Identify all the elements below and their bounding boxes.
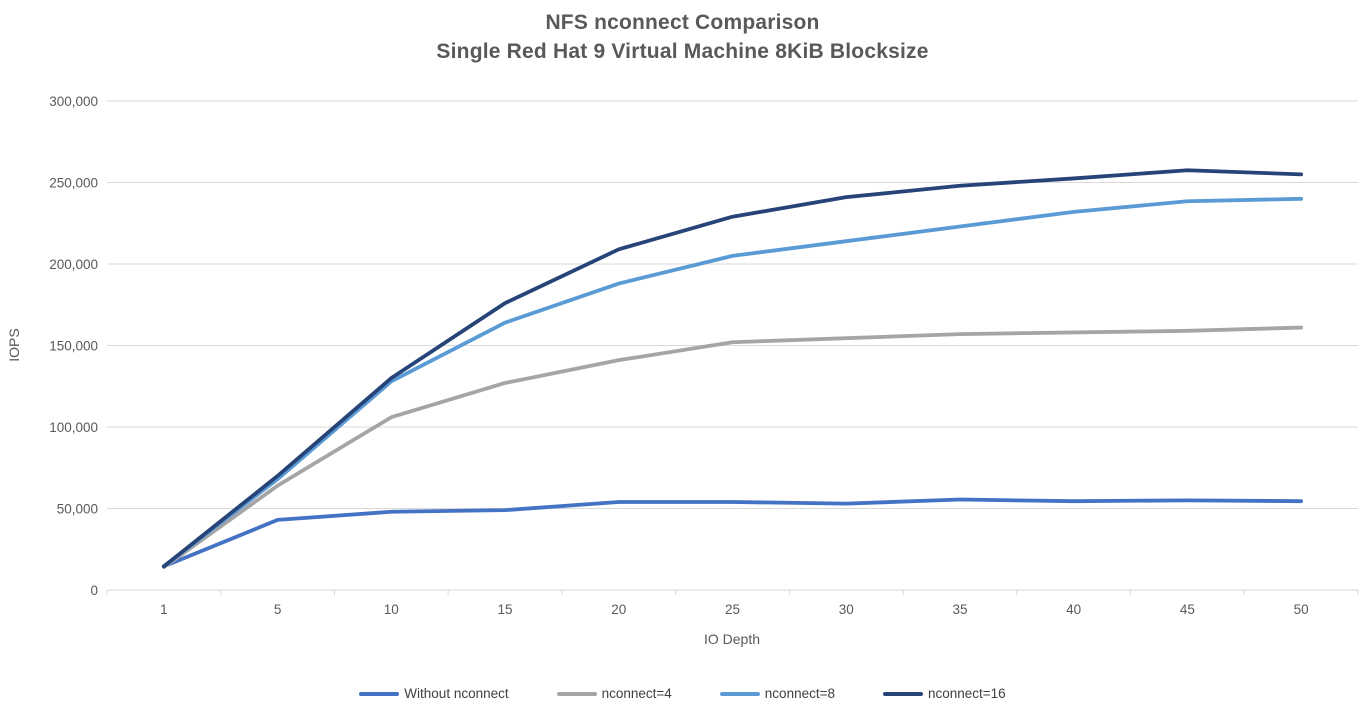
chart-title: NFS nconnect Comparison Single Red Hat 9… — [0, 8, 1365, 66]
y-tick-label: 150,000 — [49, 339, 98, 354]
legend-item-nconnect-4: nconnect=4 — [556, 686, 672, 701]
legend-label: Without nconnect — [404, 686, 509, 701]
legend-label: nconnect=16 — [927, 686, 1006, 701]
y-axis-title: IOPS — [6, 328, 22, 362]
legend-item-without-nconnect: Without nconnect — [359, 686, 509, 701]
series-line-nconnect-16 — [161, 168, 1304, 569]
x-tick-label: 35 — [952, 602, 967, 617]
legend-line-swatch — [556, 691, 597, 696]
legend-line-swatch — [719, 691, 760, 696]
x-tick-label: 10 — [384, 602, 399, 617]
x-tick-label: 15 — [498, 602, 513, 617]
x-tick-label: 40 — [1066, 602, 1081, 617]
x-tick-label: 20 — [611, 602, 626, 617]
legend-label: nconnect=4 — [601, 686, 672, 701]
series-line-nconnect-8 — [161, 196, 1304, 569]
y-tick-label: 0 — [90, 583, 98, 598]
chart-legend: Without nconnect nconnect=4 nconnect=8 ncon… — [0, 686, 1365, 701]
x-axis-title: IO Depth — [703, 631, 761, 647]
x-tick-label: 45 — [1180, 602, 1195, 617]
x-tick-label: 25 — [725, 602, 740, 617]
y-tick-label: 250,000 — [49, 176, 98, 191]
legend-line-swatch — [882, 691, 923, 696]
x-tick-label: 5 — [274, 602, 282, 617]
series-line-nconnect-4 — [161, 325, 1304, 570]
legend-item-nconnect-8: nconnect=8 — [719, 686, 835, 701]
line-chart-plot: 0 50,000 100,000 150,000 200,000 250,000 300,0… — [49, 94, 1359, 617]
x-tick-label: 30 — [839, 602, 854, 617]
y-tick-label: 50,000 — [57, 502, 98, 517]
legend-item-nconnect-16: nconnect=16 — [882, 686, 1006, 701]
series-line-without-nconnect — [161, 497, 1304, 569]
legend-label: nconnect=8 — [764, 686, 835, 701]
x-tick-label: 50 — [1294, 602, 1309, 617]
chart-title-line2: Single Red Hat 9 Virtual Machine 8KiB Bl… — [436, 40, 929, 63]
y-tick-label: 300,000 — [49, 94, 98, 109]
chart-title-line1: NFS nconnect Comparison — [545, 11, 820, 34]
legend-line-swatch — [359, 691, 400, 696]
x-tick-label: 1 — [160, 602, 168, 617]
y-tick-label: 100,000 — [49, 420, 98, 435]
y-tick-label: 200,000 — [49, 257, 98, 272]
